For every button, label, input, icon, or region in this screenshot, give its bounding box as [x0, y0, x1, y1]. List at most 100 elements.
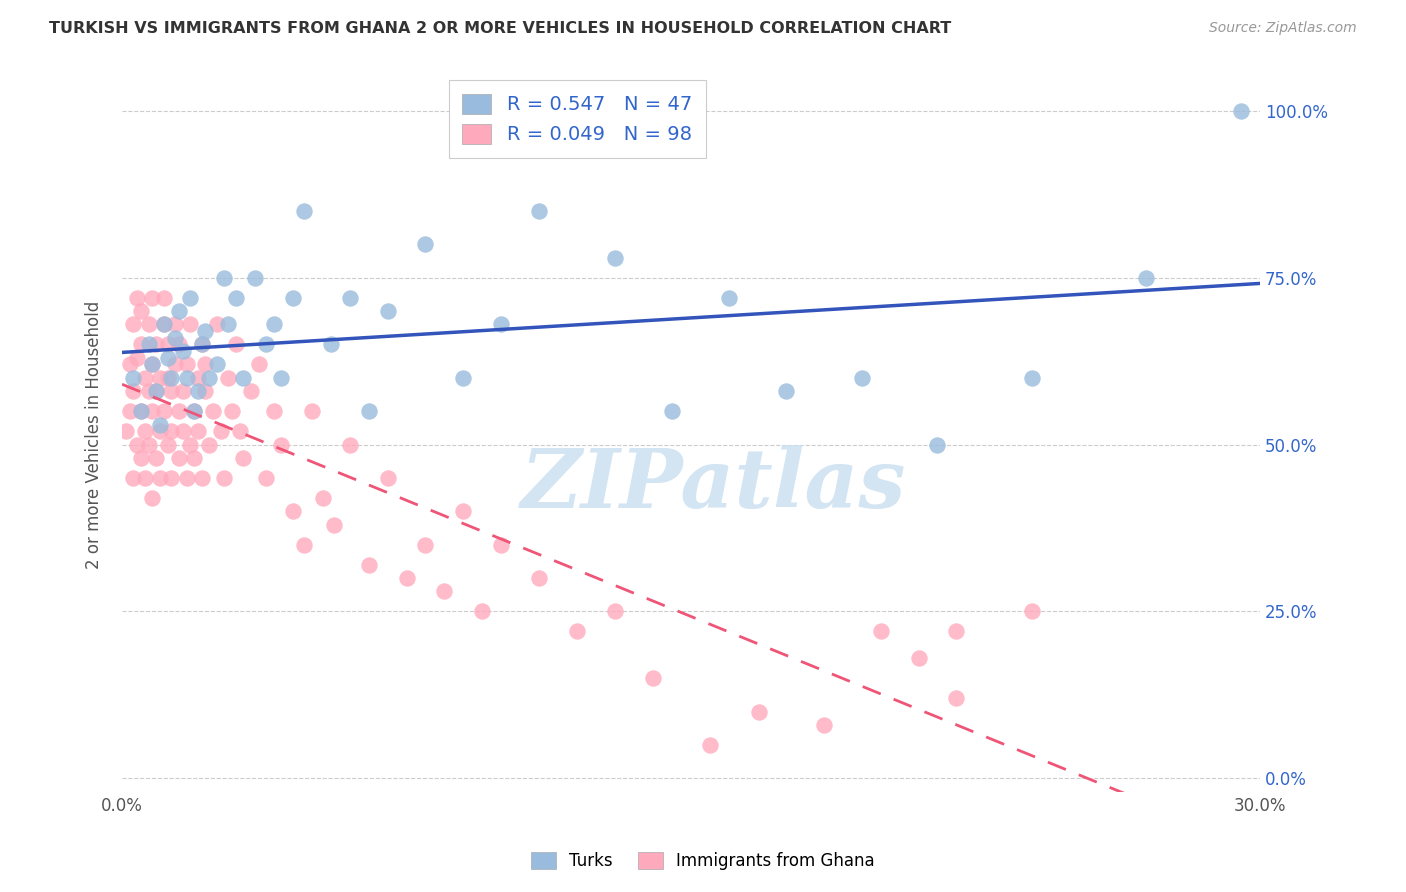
Point: [190, 471, 212, 485]
Point: [190, 337, 212, 351]
Legend: Turks, Immigrants from Ghana: Turks, Immigrants from Ghana: [524, 845, 882, 877]
Point: [138, 318, 160, 332]
Y-axis label: 2 or more Vehicles in Household: 2 or more Vehicles in Household: [86, 301, 103, 569]
Point: [415, 538, 437, 552]
Point: [243, 270, 266, 285]
Point: [641, 671, 664, 685]
Point: [156, 371, 179, 385]
Point: [122, 384, 145, 399]
Point: [160, 471, 183, 485]
Point: [247, 358, 270, 372]
Point: [167, 337, 190, 351]
Point: [603, 251, 626, 265]
Text: TURKISH VS IMMIGRANTS FROM GHANA 2 OR MORE VEHICLES IN HOUSEHOLD CORRELATION CHA: TURKISH VS IMMIGRANTS FROM GHANA 2 OR MO…: [49, 21, 952, 36]
Point: [141, 291, 163, 305]
Point: [775, 384, 797, 399]
Point: [141, 404, 163, 418]
Point: [699, 738, 721, 752]
Point: [907, 651, 929, 665]
Point: [221, 404, 243, 418]
Text: ZIPatlas: ZIPatlas: [522, 444, 907, 524]
Point: [205, 318, 228, 332]
Point: [118, 358, 141, 372]
Point: [323, 517, 346, 532]
Point: [122, 471, 145, 485]
Point: [127, 291, 149, 305]
Point: [156, 337, 179, 351]
Point: [134, 424, 156, 438]
Point: [945, 624, 967, 639]
Point: [339, 437, 361, 451]
Point: [172, 424, 194, 438]
Point: [377, 304, 399, 318]
Point: [202, 404, 225, 418]
Point: [145, 384, 167, 399]
Point: [122, 318, 145, 332]
Point: [194, 358, 217, 372]
Point: [129, 404, 152, 418]
Point: [232, 371, 254, 385]
Point: [661, 404, 683, 418]
Point: [156, 437, 179, 451]
Point: [187, 384, 209, 399]
Point: [167, 304, 190, 318]
Point: [292, 538, 315, 552]
Point: [138, 384, 160, 399]
Point: [453, 371, 475, 385]
Point: [945, 691, 967, 706]
Point: [141, 358, 163, 372]
Point: [179, 437, 201, 451]
Point: [167, 450, 190, 465]
Point: [122, 371, 145, 385]
Point: [129, 450, 152, 465]
Point: [198, 371, 221, 385]
Point: [377, 471, 399, 485]
Point: [145, 450, 167, 465]
Point: [1135, 270, 1157, 285]
Point: [156, 351, 179, 365]
Point: [270, 437, 292, 451]
Point: [149, 371, 172, 385]
Point: [129, 337, 152, 351]
Point: [225, 291, 247, 305]
Legend: R = 0.547   N = 47, R = 0.049   N = 98: R = 0.547 N = 47, R = 0.049 N = 98: [449, 80, 706, 158]
Point: [149, 424, 172, 438]
Point: [134, 371, 156, 385]
Point: [198, 437, 221, 451]
Point: [927, 437, 949, 451]
Point: [205, 358, 228, 372]
Point: [115, 424, 138, 438]
Point: [160, 371, 183, 385]
Point: [281, 291, 304, 305]
Point: [453, 504, 475, 518]
Point: [254, 337, 277, 351]
Point: [145, 384, 167, 399]
Point: [240, 384, 263, 399]
Point: [232, 450, 254, 465]
Point: [813, 718, 835, 732]
Point: [214, 471, 236, 485]
Point: [433, 584, 456, 599]
Point: [491, 538, 513, 552]
Point: [529, 203, 551, 218]
Point: [127, 351, 149, 365]
Point: [141, 491, 163, 505]
Point: [129, 304, 152, 318]
Point: [187, 424, 209, 438]
Point: [152, 318, 174, 332]
Point: [529, 571, 551, 585]
Point: [187, 371, 209, 385]
Point: [129, 404, 152, 418]
Point: [567, 624, 589, 639]
Point: [176, 358, 198, 372]
Point: [141, 358, 163, 372]
Point: [339, 291, 361, 305]
Point: [183, 404, 205, 418]
Point: [491, 318, 513, 332]
Point: [149, 471, 172, 485]
Point: [217, 371, 239, 385]
Point: [214, 270, 236, 285]
Point: [176, 471, 198, 485]
Point: [1021, 371, 1043, 385]
Point: [179, 291, 201, 305]
